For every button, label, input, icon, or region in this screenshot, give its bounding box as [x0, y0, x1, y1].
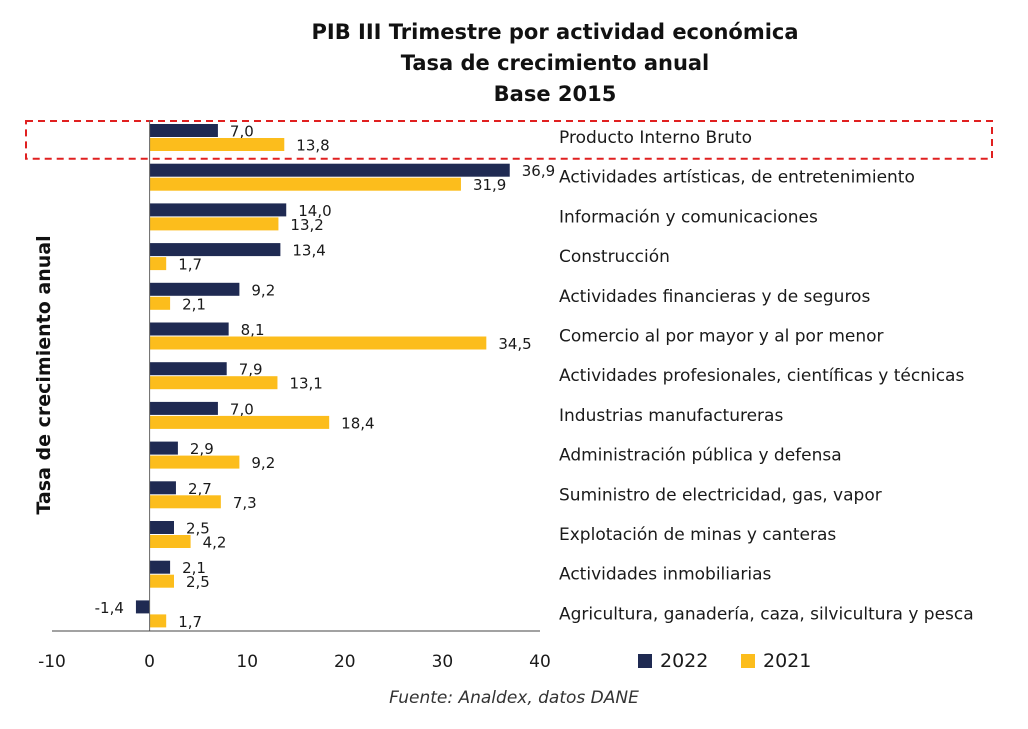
data-label-2021-comercio-al-por-mayor-y-al-por-menor: 34,5: [498, 335, 531, 353]
data-label-2022-suministro-de-electricidad-gas-vapor: 2,7: [188, 480, 212, 498]
data-label-2021-construccion: 1,7: [178, 256, 202, 274]
bar-2022-industrias-manufactureras: [149, 401, 218, 415]
data-label-2021-actividades-profesionales-cientificas-y-tecnicas: 13,1: [289, 375, 322, 393]
category-label-actividades-artisticas-de-entretenimiento: Actividades artísticas, de entretenimien…: [559, 168, 915, 188]
legend-swatch-2021: [741, 654, 755, 668]
data-label-2021-agricultura-ganaderia-caza-silvicultura-y-pesca: 1,7: [178, 613, 202, 631]
bar-2021-administracion-publica-y-defensa: [149, 455, 240, 469]
category-label-suministro-de-electricidad-gas-vapor: Suministro de electricidad, gas, vapor: [559, 485, 882, 505]
x-tick-label-0: 0: [144, 652, 155, 672]
bar-2022-suministro-de-electricidad-gas-vapor: [149, 481, 176, 495]
bar-2021-comercio-al-por-mayor-y-al-por-menor: [149, 336, 487, 350]
chart-title-line-2: Tasa de crecimiento anual: [400, 51, 710, 75]
legend-label-2022: 2022: [660, 650, 709, 672]
legend-label-2021: 2021: [763, 650, 812, 672]
data-label-2021-actividades-financieras-y-de-seguros: 2,1: [182, 295, 206, 313]
chart-title-line-3: Base 2015: [493, 82, 617, 106]
category-label-comercio-al-por-mayor-y-al-por-menor: Comercio al por mayor y al por menor: [559, 327, 884, 347]
bar-2022-actividades-artisticas-de-entretenimiento: [149, 163, 510, 177]
chart-title-line-1: PIB III Trimestre por actividad económic…: [311, 20, 799, 44]
data-label-2022-industrias-manufactureras: 7,0: [230, 400, 254, 418]
bar-2022-actividades-profesionales-cientificas-y-tecnicas: [149, 362, 227, 376]
legend-item-2021: 2021: [741, 650, 811, 672]
bar-2021-agricultura-ganaderia-caza-silvicultura-y-pesca: [149, 614, 167, 628]
data-label-2022-actividades-financieras-y-de-seguros: 9,2: [251, 281, 275, 299]
bar-2021-actividades-inmobiliarias: [149, 574, 174, 588]
bar-2022-producto-interno-bruto: [149, 124, 218, 137]
data-label-2021-administracion-publica-y-defensa: 9,2: [251, 454, 275, 472]
data-label-2022-agricultura-ganaderia-caza-silvicultura-y-pesca: -1,4: [95, 599, 124, 617]
bar-2021-actividades-profesionales-cientificas-y-tecnicas: [149, 376, 278, 390]
x-tick-label-40: 40: [529, 652, 551, 672]
bar-2021-actividades-artisticas-de-entretenimiento: [149, 177, 461, 191]
bar-2022-construccion: [149, 243, 281, 257]
bar-2021-industrias-manufactureras: [149, 415, 330, 429]
category-label-construccion: Construcción: [559, 247, 670, 267]
data-label-2021-actividades-artisticas-de-entretenimiento: 31,9: [473, 176, 506, 194]
data-label-2022-construccion: 13,4: [292, 242, 325, 260]
x-tick-label-20: 20: [334, 652, 356, 672]
bar-2021-construccion: [149, 257, 167, 271]
bar-2021-actividades-financieras-y-de-seguros: [149, 296, 171, 310]
category-label-actividades-financieras-y-de-seguros: Actividades financieras y de seguros: [559, 287, 870, 307]
category-label-actividades-profesionales-cientificas-y-tecnicas: Actividades profesionales, científicas y…: [559, 366, 964, 386]
data-label-2022-producto-interno-bruto: 7,0: [230, 123, 254, 141]
x-tick-label-30: 30: [432, 652, 454, 672]
data-label-2021-industrias-manufactureras: 18,4: [341, 414, 374, 432]
bar-2021-producto-interno-bruto: [149, 138, 285, 151]
bar-2022-actividades-financieras-y-de-seguros: [149, 282, 240, 296]
data-label-2021-explotacion-de-minas-y-canteras: 4,2: [203, 534, 227, 552]
data-label-2022-actividades-artisticas-de-entretenimiento: 36,9: [522, 162, 555, 180]
data-label-2022-actividades-profesionales-cientificas-y-tecnicas: 7,9: [239, 361, 263, 379]
bar-2022-agricultura-ganaderia-caza-silvicultura-y-pesca: [135, 600, 150, 614]
category-label-administracion-publica-y-defensa: Administración pública y defensa: [559, 446, 842, 466]
bar-2022-actividades-inmobiliarias: [149, 560, 171, 574]
source-note: Fuente: Analdex, datos DANE: [389, 688, 639, 708]
data-label-2022-explotacion-de-minas-y-canteras: 2,5: [186, 520, 210, 538]
data-label-2022-informacion-y-comunicaciones: 14,0: [298, 202, 331, 220]
data-label-2022-administracion-publica-y-defensa: 2,9: [190, 440, 214, 458]
data-label-2021-suministro-de-electricidad-gas-vapor: 7,3: [233, 494, 257, 512]
bar-2021-informacion-y-comunicaciones: [149, 217, 279, 231]
bar-2022-comercio-al-por-mayor-y-al-por-menor: [149, 322, 229, 336]
category-label-agricultura-ganaderia-caza-silvicultura-y-pesca: Agricultura, ganadería, caza, silvicultu…: [559, 604, 974, 624]
category-label-explotacion-de-minas-y-canteras: Explotación de minas y canteras: [559, 525, 836, 545]
category-label-informacion-y-comunicaciones: Información y comunicaciones: [559, 207, 818, 227]
data-label-2021-producto-interno-bruto: 13,8: [296, 137, 329, 155]
highlight-box: [25, 120, 993, 160]
bar-2022-explotacion-de-minas-y-canteras: [149, 521, 174, 534]
legend-swatch-2022: [638, 654, 652, 668]
data-label-2022-comercio-al-por-mayor-y-al-por-menor: 8,1: [241, 321, 265, 339]
data-label-2021-informacion-y-comunicaciones: 13,2: [290, 216, 323, 234]
category-label-actividades-inmobiliarias: Actividades inmobiliarias: [559, 565, 772, 585]
bar-2022-administracion-publica-y-defensa: [149, 441, 178, 455]
x-tick-label-10: 10: [236, 652, 258, 672]
bar-2021-suministro-de-electricidad-gas-vapor: [149, 495, 221, 509]
category-label-industrias-manufactureras: Industrias manufactureras: [559, 406, 783, 426]
bar-2021-explotacion-de-minas-y-canteras: [149, 535, 191, 548]
data-label-2022-actividades-inmobiliarias: 2,1: [182, 559, 206, 577]
bar-2022-informacion-y-comunicaciones: [149, 203, 287, 217]
x-tick-label-10: -10: [38, 652, 66, 672]
legend-item-2022: 2022: [638, 650, 708, 672]
data-label-2021-actividades-inmobiliarias: 2,5: [186, 573, 210, 591]
category-label-producto-interno-bruto: Producto Interno Bruto: [559, 128, 752, 148]
